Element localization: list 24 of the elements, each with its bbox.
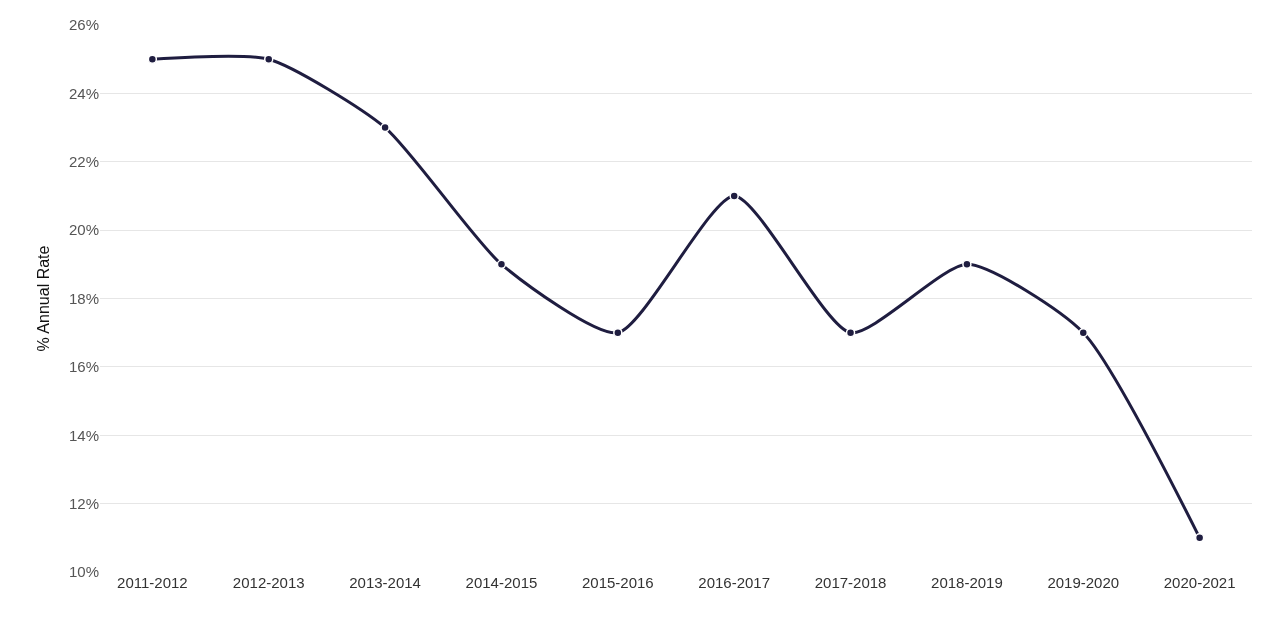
point: [380, 122, 390, 133]
y-tick-label: 18%: [68, 289, 99, 307]
point: [729, 191, 739, 201]
y-tick-label: 16%: [68, 358, 99, 376]
x-tick-label: 2012-2013: [232, 574, 305, 591]
x-tick-label: 2017-2018: [814, 574, 887, 591]
y-tick-label: 20%: [68, 221, 99, 239]
y-tick-label: 14%: [68, 426, 99, 444]
point: [496, 259, 507, 270]
y-tick-label: 10%: [68, 563, 99, 581]
y-tick-label: 22%: [68, 153, 99, 170]
y-axis-title: % Annual Rate: [34, 245, 52, 352]
y-tick-label: 12%: [68, 494, 99, 512]
x-tick-label: 2020-2021: [1163, 574, 1236, 591]
x-tick-label: 2013-2014: [349, 574, 421, 591]
point: [1078, 327, 1089, 338]
y-tick-label: 24%: [68, 84, 99, 102]
y-tick-label: 26%: [68, 16, 99, 34]
x-tick-label: 2015-2016: [581, 574, 654, 591]
x-tick-label: 2016-2017: [698, 574, 771, 591]
x-tick-label: 2014-2015: [465, 574, 538, 591]
x-tick-label: 2011-2012: [117, 574, 188, 591]
x-tick-label: 2019-2020: [1047, 574, 1120, 591]
x-tick-label: 2018-2019: [931, 574, 1003, 591]
